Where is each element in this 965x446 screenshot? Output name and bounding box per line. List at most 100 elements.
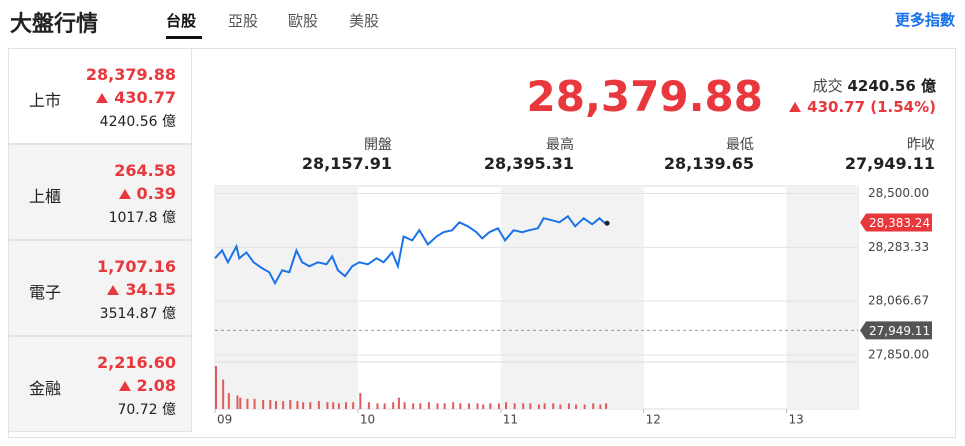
market-change: 34.15 [107, 280, 176, 299]
volume-bar [537, 404, 540, 409]
stat-value: 28,157.91 [301, 154, 392, 173]
volume-bar [513, 403, 516, 409]
y-tick-label: 28,066.67 [868, 294, 929, 308]
last-point [604, 220, 610, 226]
market-price: 264.58 [114, 161, 176, 180]
volume-bar [326, 402, 329, 409]
market-name: 金融 [29, 379, 62, 398]
market-row[interactable]: 金融 2,216.60 2.08 70.72 億 [8, 336, 192, 432]
market-volume: 70.72 億 [117, 402, 176, 418]
volume-bar [522, 403, 525, 409]
market-name: 上櫃 [29, 187, 62, 206]
volume-bar [337, 403, 340, 409]
volume-bar [403, 402, 406, 409]
prev-close-tag-label: 27,949.11 [869, 324, 930, 338]
volume-bar [332, 402, 335, 409]
volume-bar [397, 397, 400, 409]
market-change: 2.08 [118, 376, 176, 395]
market-change: 430.77 [96, 88, 176, 107]
market-volume: 4240.56 億 [99, 114, 176, 130]
volume-bar [482, 404, 485, 409]
session-band [215, 186, 358, 409]
turnover-value: 4240.56 億 [847, 77, 936, 95]
x-tick-label: 09 [217, 413, 232, 427]
index-change: 430.77 (1.54%) [789, 98, 936, 116]
price-line [214, 214, 606, 286]
tab[interactable]: 美股 [349, 12, 380, 30]
tab[interactable]: 亞股 [228, 12, 259, 30]
volume-bar [583, 404, 586, 409]
turnover: 成交 4240.56 億 [813, 75, 936, 96]
session-band [786, 186, 858, 409]
volume-bar [269, 399, 272, 409]
stat-label: 最高 [546, 137, 574, 153]
up-icon [107, 285, 120, 295]
market-row[interactable]: 上櫃 264.58 0.39 1017.8 億 [8, 144, 192, 240]
market-row[interactable]: 上市 28,379.88 430.77 4240.56 億 [8, 48, 192, 144]
volume-bar [436, 403, 439, 409]
up-icon [118, 381, 131, 391]
volume-bar [275, 401, 278, 409]
volume-bar [529, 403, 532, 409]
volume-bar [359, 393, 362, 409]
market-price: 28,379.88 [85, 65, 176, 84]
stat-value: 28,139.65 [663, 154, 754, 173]
volume-bar [505, 402, 508, 409]
tab[interactable]: 歐股 [288, 12, 319, 30]
volume-bar [467, 403, 470, 409]
market-price: 2,216.60 [97, 353, 176, 372]
volume-bar [459, 403, 462, 409]
stat-label: 昨收 [907, 137, 935, 153]
volume-bar [427, 402, 430, 409]
volume-bar [443, 403, 446, 409]
tab-indicator [166, 36, 202, 39]
volume-bar [309, 402, 312, 409]
x-tick-label: 10 [360, 413, 375, 427]
volume-bar [605, 403, 608, 409]
stat-label: 最低 [726, 137, 754, 153]
y-tick-label: 28,500.00 [868, 186, 929, 200]
volume-bar [489, 403, 492, 409]
tab[interactable]: 台股 [166, 12, 197, 30]
volume-bar [575, 404, 578, 409]
volume-bar [317, 401, 320, 409]
volume-bar [239, 397, 242, 409]
x-tick-label: 12 [646, 413, 661, 427]
volume-bar [253, 398, 256, 409]
stat-value: 28,395.31 [483, 154, 574, 173]
more-link[interactable]: 更多指數 [894, 11, 955, 29]
volume-bar [367, 402, 370, 409]
session-band [500, 186, 644, 409]
volume-bar [227, 393, 230, 409]
volume-bar [376, 403, 379, 409]
volume-bar [476, 403, 479, 409]
market-volume: 1017.8 億 [108, 210, 176, 226]
volume-bar [246, 398, 249, 409]
volume-bar [567, 403, 570, 409]
x-tick-label: 11 [503, 413, 518, 427]
up-icon [789, 102, 802, 112]
market-row[interactable]: 電子 1,707.16 34.15 3514.87 億 [8, 240, 192, 336]
market-price: 1,707.16 [97, 257, 176, 276]
up-icon [118, 189, 131, 199]
change-text: 430.77 (1.54%) [807, 98, 936, 116]
volume-bar [497, 403, 500, 409]
change-text: 430.77 [114, 88, 176, 107]
volume-bar [345, 402, 348, 409]
market-name: 上市 [29, 91, 62, 110]
market-change: 0.39 [118, 184, 176, 203]
market-name: 電子 [29, 283, 62, 302]
last-price-tag-bg [860, 213, 932, 232]
y-tick-label: 27,850.00 [868, 348, 929, 362]
volume-bar [262, 399, 265, 409]
volume-bar [452, 402, 455, 409]
x-tick-label: 13 [789, 413, 804, 427]
volume-bar [289, 399, 292, 409]
volume-bar [352, 402, 355, 409]
volume-bar [552, 403, 555, 409]
volume-bar [302, 402, 305, 409]
change-text: 0.39 [136, 184, 176, 203]
volume-bar [282, 401, 285, 409]
volume-bar [412, 403, 415, 409]
